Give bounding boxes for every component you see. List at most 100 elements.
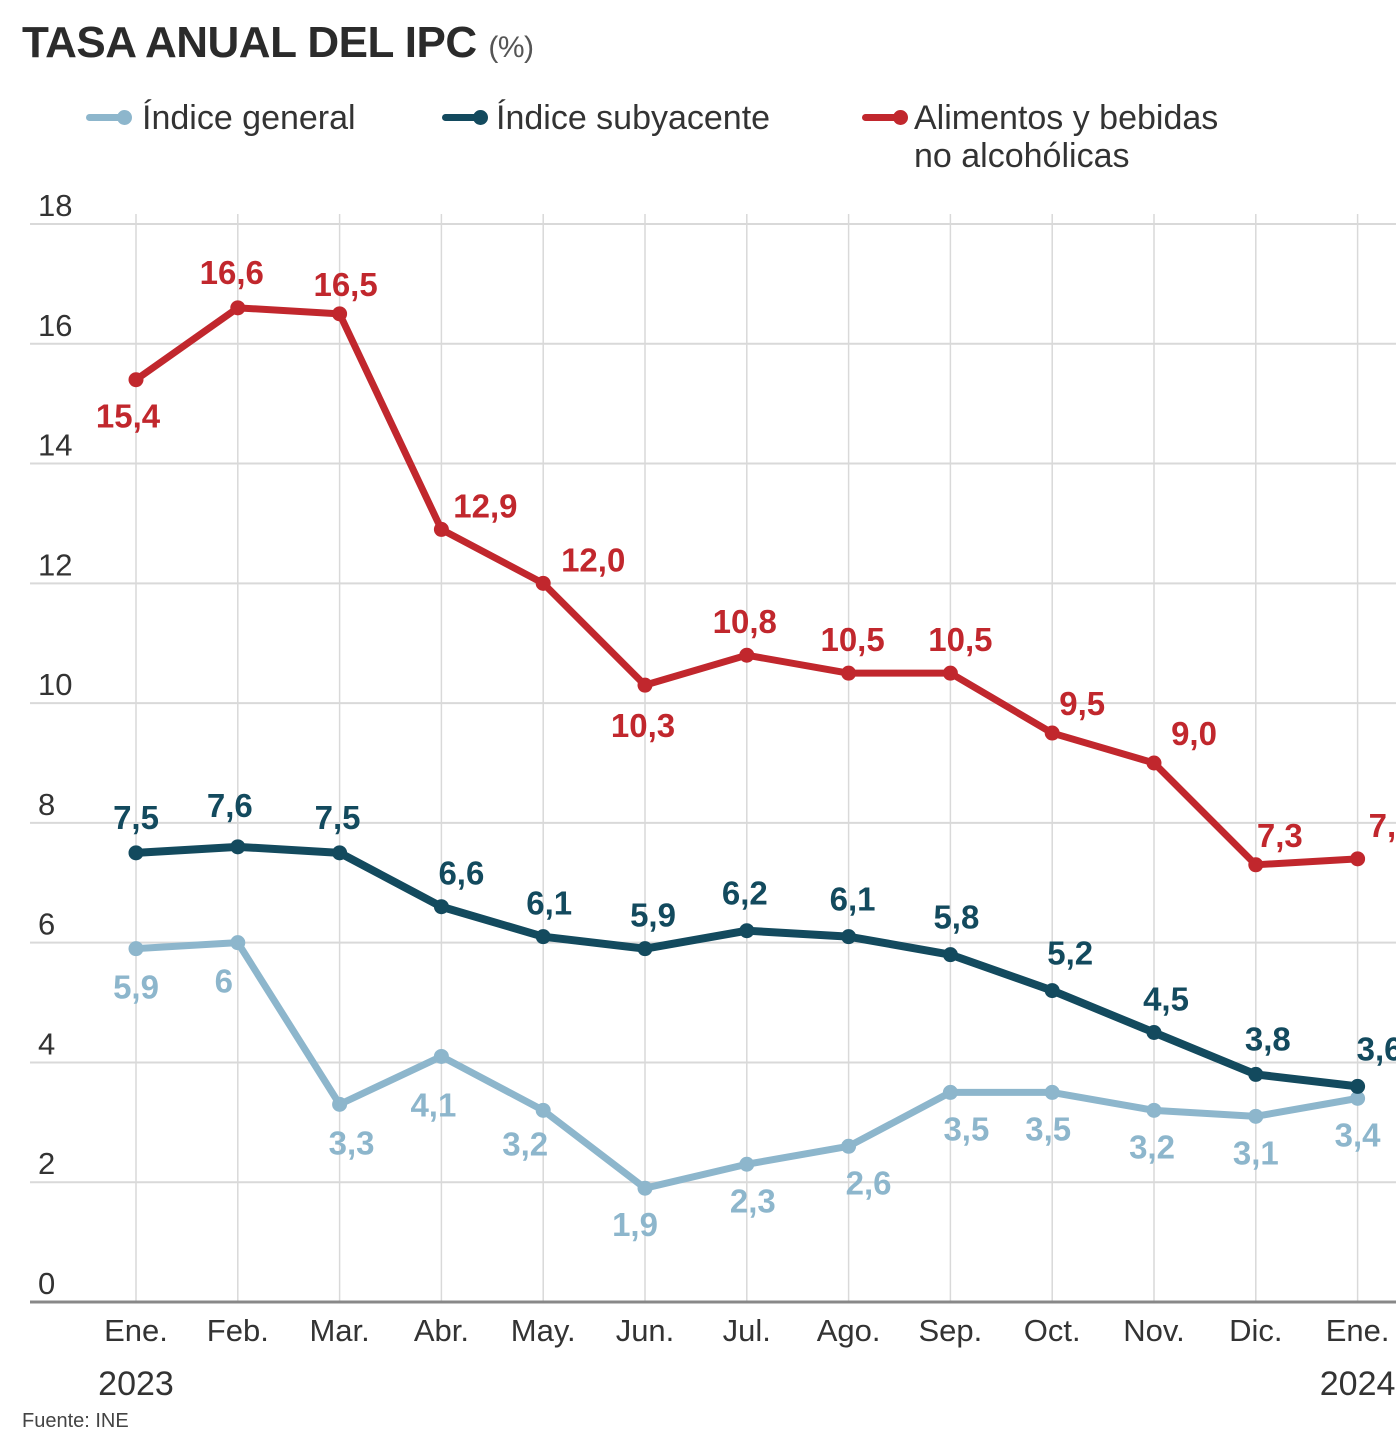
x-tick-label: Dic. — [1229, 1313, 1282, 1348]
data-point-general — [535, 1102, 551, 1118]
data-point-subyacente — [841, 929, 857, 945]
data-point-subyacente — [942, 947, 958, 963]
y-tick-label: 18 — [38, 188, 72, 223]
data-point-general — [1248, 1108, 1264, 1124]
data-point-alimentos — [535, 575, 551, 591]
legend-swatch-general — [86, 110, 132, 125]
data-label-general: 3,3 — [329, 1124, 375, 1161]
data-point-subyacente — [230, 839, 246, 855]
data-label-alimentos: 10,8 — [713, 603, 777, 640]
data-label-subyacente: 6,2 — [722, 875, 768, 912]
data-label-subyacente: 5,9 — [630, 897, 676, 934]
data-label-alimentos: 7,3 — [1257, 817, 1303, 854]
data-point-alimentos — [1248, 857, 1264, 873]
data-label-alimentos: 16,5 — [313, 266, 377, 303]
data-label-alimentos: 15,4 — [96, 398, 161, 435]
data-point-general — [1350, 1090, 1366, 1106]
y-tick-label: 16 — [38, 308, 72, 343]
data-label-alimentos: 10,5 — [820, 621, 884, 658]
data-label-general: 3,1 — [1233, 1134, 1279, 1171]
data-point-alimentos — [433, 521, 449, 537]
legend-label-alimentos-line2: no alcohólicas — [914, 137, 1130, 175]
x-tick-label: May. — [511, 1313, 576, 1348]
data-point-subyacente — [1146, 1025, 1162, 1040]
data-point-subyacente — [332, 845, 348, 861]
y-tick-label: 2 — [38, 1146, 55, 1181]
data-point-general — [637, 1180, 653, 1196]
source-note: Fuente: INE — [22, 1410, 129, 1432]
x-tick-label: Sep. — [919, 1313, 983, 1348]
y-tick-label: 6 — [38, 907, 55, 942]
chart-title: TASA ANUAL DEL IPC (%) — [22, 18, 534, 68]
data-point-alimentos — [942, 665, 958, 681]
y-tick-label: 8 — [38, 787, 55, 822]
data-label-alimentos: 10,5 — [928, 621, 992, 658]
data-label-general: 5,9 — [113, 969, 159, 1006]
data-label-subyacente: 7,6 — [207, 787, 253, 824]
data-label-subyacente: 3,8 — [1245, 1020, 1291, 1057]
data-label-subyacente: 7,5 — [113, 799, 159, 836]
data-point-subyacente — [1248, 1066, 1264, 1082]
x-tick-label: Mar. — [309, 1313, 369, 1348]
y-tick-label: 10 — [38, 667, 72, 702]
x-tick-label: Nov. — [1123, 1313, 1184, 1348]
y-tick-label: 0 — [38, 1266, 55, 1301]
data-label-subyacente: 3,6 — [1357, 1030, 1396, 1067]
data-point-alimentos — [128, 372, 144, 388]
data-point-general — [332, 1096, 348, 1112]
legend-label-alimentos-line1: Alimentos y bebidas — [914, 99, 1219, 137]
chart-title-text: TASA ANUAL DEL IPC — [22, 18, 477, 67]
legend-label-general: Índice general — [142, 99, 356, 137]
data-label-alimentos: 16,6 — [200, 254, 264, 291]
data-point-alimentos — [230, 300, 246, 316]
data-point-alimentos — [332, 306, 348, 322]
data-point-general — [230, 935, 246, 951]
chart-title-unit: (%) — [488, 31, 534, 64]
data-point-general — [739, 1156, 755, 1172]
data-point-subyacente — [128, 845, 144, 861]
y-tick-label: 14 — [38, 428, 72, 463]
data-point-general — [128, 941, 144, 957]
data-label-subyacente: 4,5 — [1143, 981, 1189, 1018]
data-point-general — [1044, 1084, 1060, 1100]
y-tick-label: 4 — [38, 1026, 55, 1061]
data-point-alimentos — [1350, 851, 1366, 867]
data-label-alimentos: 7,4 — [1369, 807, 1396, 844]
data-label-subyacente: 6,1 — [830, 881, 876, 918]
data-label-general: 4,1 — [410, 1086, 456, 1123]
x-tick-label: Ene. — [1326, 1313, 1390, 1348]
data-label-alimentos: 10,3 — [611, 707, 675, 744]
data-label-subyacente: 7,5 — [315, 799, 361, 836]
x-tick-label: Oct. — [1024, 1313, 1081, 1348]
legend-swatch-subyacente — [442, 110, 488, 125]
legend-label-alimentos: Alimentos y bebidas no alcohólicas — [914, 99, 1218, 175]
data-label-general: 2,6 — [846, 1164, 892, 1201]
data-point-subyacente — [1350, 1078, 1366, 1094]
data-point-subyacente — [1044, 983, 1060, 999]
data-label-alimentos: 9,0 — [1171, 715, 1217, 752]
x-tick-label: Jun. — [616, 1313, 675, 1348]
legend-label-subyacente: Índice subyacente — [496, 99, 771, 137]
x-tick-label: Jul. — [723, 1313, 771, 1348]
x-year-label: 2024 — [1320, 1365, 1396, 1403]
x-tick-label: Ago. — [817, 1313, 881, 1348]
data-label-general: 1,9 — [612, 1206, 658, 1243]
data-point-subyacente — [739, 923, 755, 939]
data-point-general — [841, 1138, 857, 1154]
data-label-alimentos: 12,9 — [453, 487, 517, 524]
data-label-general: 3,5 — [943, 1110, 989, 1147]
legend-swatch-alimentos — [862, 110, 908, 125]
data-point-subyacente — [433, 899, 449, 915]
data-label-subyacente: 5,2 — [1047, 935, 1093, 972]
data-point-subyacente — [535, 929, 551, 945]
data-label-general: 2,3 — [730, 1182, 776, 1219]
data-point-alimentos — [637, 677, 653, 693]
data-point-subyacente — [637, 941, 653, 957]
data-label-alimentos: 9,5 — [1059, 685, 1105, 722]
data-point-general — [1146, 1102, 1162, 1118]
data-label-general: 3,4 — [1335, 1116, 1382, 1153]
y-tick-label: 12 — [38, 547, 72, 582]
x-tick-label: Abr. — [414, 1313, 469, 1348]
data-point-alimentos — [841, 665, 857, 681]
